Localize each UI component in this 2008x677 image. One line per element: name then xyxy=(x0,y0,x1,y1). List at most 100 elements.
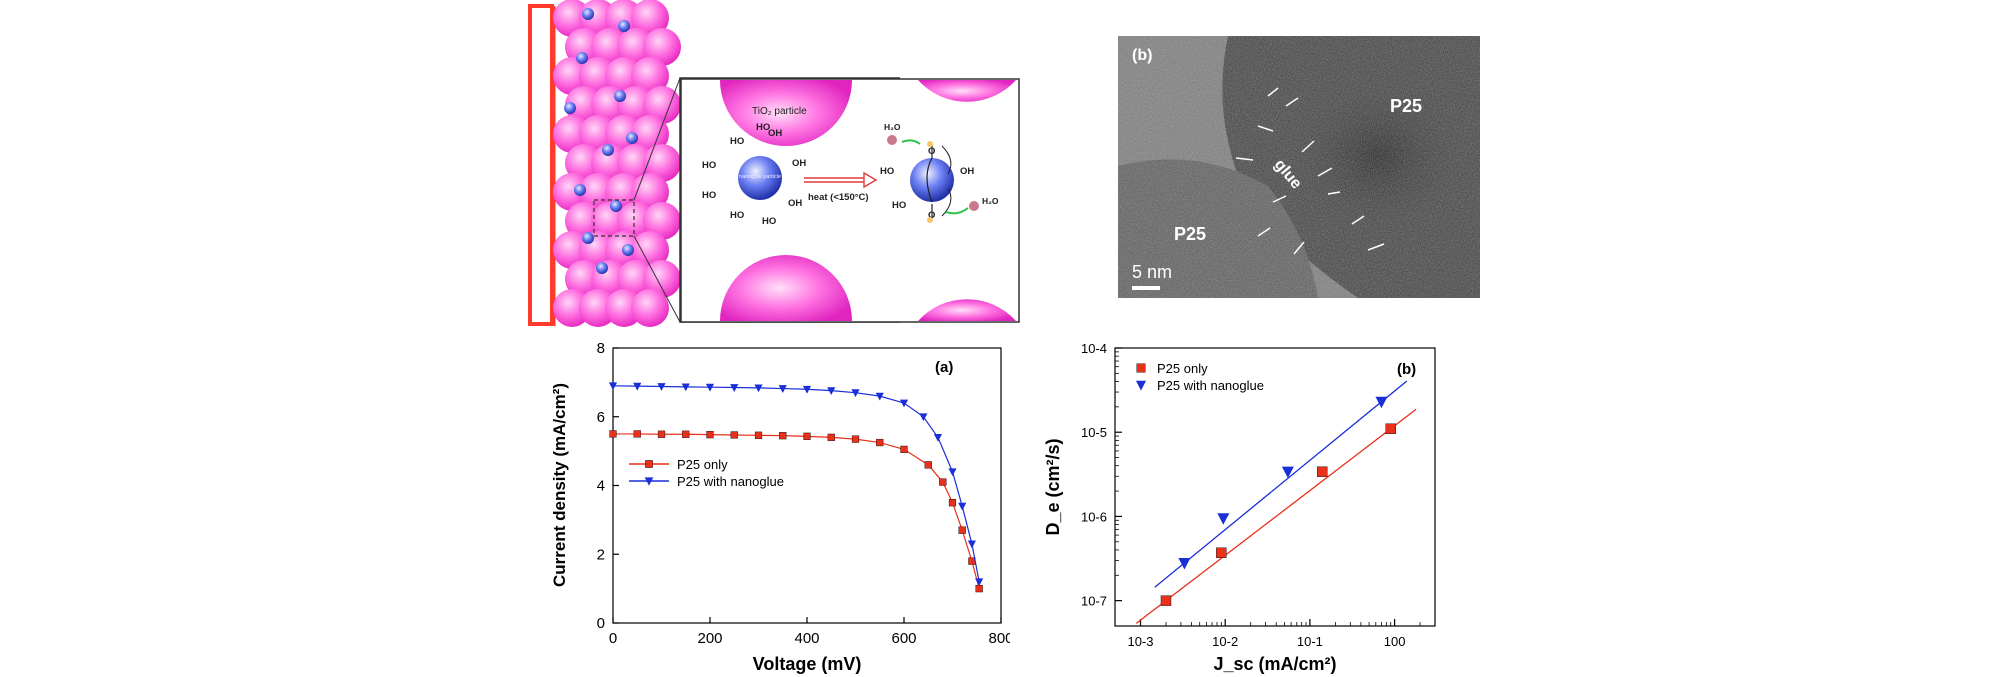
iv-y-tick-label: 2 xyxy=(597,546,605,563)
tio2-sphere xyxy=(631,57,669,95)
iv-legend-label: P25 with nanoglue xyxy=(677,474,784,489)
tio2-sphere xyxy=(553,289,591,327)
de-y-tick-label: 10-6 xyxy=(1081,509,1107,524)
svg-text:HO: HO xyxy=(702,160,716,171)
de-fit-lines xyxy=(1135,380,1417,624)
tem-panel-label: (b) xyxy=(1132,47,1152,64)
tio2-sphere xyxy=(553,57,591,95)
svg-text:OH: OH xyxy=(768,128,782,139)
tio2-particle-label: TiO₂ particle xyxy=(752,106,807,117)
de-x-tick-label: 10-3 xyxy=(1127,634,1153,649)
nanoglue-sphere xyxy=(622,244,634,256)
iv-point xyxy=(730,384,739,392)
nanoglue-sphere xyxy=(596,262,608,274)
iv-point xyxy=(851,435,860,443)
de-legend-marker xyxy=(1135,380,1147,391)
tio2-sphere xyxy=(631,0,669,37)
iv-legend-marker xyxy=(645,460,653,468)
svg-text:HO: HO xyxy=(730,136,744,147)
tio2-sphere xyxy=(631,231,669,269)
iv-legend-label: P25 only xyxy=(677,457,728,472)
tio2-particle-bottom-right xyxy=(918,299,1016,321)
tio2-sphere xyxy=(565,144,603,182)
de-chart: 10-3 10-2 10-1 100 10-7 10-6 10-5 10-4 P25 only… xyxy=(1043,341,1436,674)
iv-point xyxy=(875,392,884,401)
iv-point xyxy=(975,578,984,587)
iv-y-tick-label: 4 xyxy=(597,478,605,495)
tio2-sphere xyxy=(643,144,681,182)
tio2-particle-top-right xyxy=(918,80,1016,102)
iv-point xyxy=(682,430,690,438)
svg-text:OH: OH xyxy=(792,158,806,169)
iv-point xyxy=(778,385,787,393)
de-legend: P25 only P25 with nanoglue xyxy=(1135,361,1264,393)
iv-point xyxy=(802,385,812,394)
water-molecule-top xyxy=(887,135,897,145)
de-y-tick-label: 10-4 xyxy=(1081,341,1107,356)
nanoglue-particle-left xyxy=(738,156,782,200)
tio2-sphere xyxy=(565,86,603,124)
tio2-sphere xyxy=(605,57,643,95)
tio2-particle-bottom-left xyxy=(720,255,852,321)
iv-chart: 0 200 400 600 800 0 2 4 6 8 P25 only P25 with nano… xyxy=(550,340,1010,674)
tio2-sphere xyxy=(643,28,681,66)
inset-diagram: TiO₂ particle nanoglue particle HO OH HO… xyxy=(680,78,1020,323)
tio2-sphere xyxy=(553,173,591,211)
iv-point xyxy=(633,382,642,391)
tem-image: (b) P25 P25 glue 5 nm xyxy=(1118,36,1480,298)
nanoglue-sphere xyxy=(564,102,576,114)
iv-legend: P25 only P25 with nanoglue xyxy=(629,457,784,489)
de-panel-label: (b) xyxy=(1397,361,1416,378)
particle-film xyxy=(553,0,681,327)
iv-point xyxy=(705,383,715,392)
substrate xyxy=(528,4,554,326)
hydroxyl-groups-left: HO OH HO HO OH HO OH HO HO xyxy=(702,122,806,227)
iv-axis-ticks: 0 200 400 600 800 0 2 4 6 8 xyxy=(597,340,1010,647)
iv-ylabel: Current density (mA/cm²) xyxy=(550,383,569,587)
iv-y-tick-label: 6 xyxy=(597,409,605,426)
nanoglue-sphere xyxy=(582,232,594,244)
tio2-sphere xyxy=(579,115,617,153)
iv-x-tick-label: 400 xyxy=(794,630,819,647)
tio2-sphere xyxy=(591,202,629,240)
iv-x-tick-label: 0 xyxy=(609,630,617,647)
iv-point xyxy=(657,430,666,438)
iv-point xyxy=(975,585,983,593)
tio2-sphere xyxy=(617,202,655,240)
iv-x-tick-label: 600 xyxy=(891,630,916,647)
nanoglue-sphere xyxy=(618,20,630,32)
de-point xyxy=(1385,423,1396,434)
de-legend-marker xyxy=(1136,363,1146,373)
de-point xyxy=(1178,557,1191,570)
tio2-sphere xyxy=(631,289,669,327)
de-fit-line xyxy=(1154,380,1408,588)
iv-plot-frame xyxy=(612,347,1002,624)
tio2-sphere xyxy=(617,86,655,124)
iv-x-tick-label: 800 xyxy=(988,630,1010,647)
tio2-sphere xyxy=(591,28,629,66)
tio2-particle-top-left xyxy=(720,80,852,146)
de-y-tick-label: 10-5 xyxy=(1081,425,1107,440)
heat-label: heat (<150°C) xyxy=(808,192,869,203)
de-point xyxy=(1160,595,1172,606)
heat-arrow xyxy=(804,171,878,189)
tem-scale-bar xyxy=(1132,286,1160,290)
iv-xlabel: Voltage (mV) xyxy=(753,654,862,674)
de-plot-frame xyxy=(1114,347,1436,627)
de-x-tick-label: 100 xyxy=(1384,634,1406,649)
iv-point xyxy=(899,399,909,408)
iv-panel-label: (a) xyxy=(935,359,953,376)
nanoglue-label: nanoglue particle xyxy=(739,174,781,180)
tio2-sphere xyxy=(643,202,681,240)
iv-point xyxy=(633,430,641,438)
iv-legend-marker xyxy=(644,477,654,486)
iv-point xyxy=(803,432,811,440)
lattice-arrows xyxy=(1235,87,1385,255)
de-point xyxy=(1216,547,1227,558)
iv-point xyxy=(754,384,763,393)
de-y-tick-label: 10-7 xyxy=(1081,594,1107,609)
tio2-sphere xyxy=(565,28,603,66)
de-legend-label: P25 only xyxy=(1157,361,1208,376)
nanoglue-sphere xyxy=(576,52,588,64)
iv-x-tick-label: 200 xyxy=(697,630,722,647)
